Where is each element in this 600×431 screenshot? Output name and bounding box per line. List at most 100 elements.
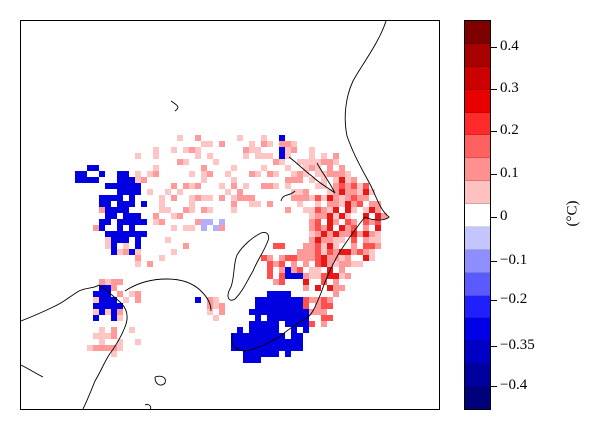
grid-cell xyxy=(255,201,261,207)
grid-cell xyxy=(321,159,327,165)
grid-cell xyxy=(105,285,111,291)
grid-cell xyxy=(117,309,123,315)
grid-cell xyxy=(183,147,189,153)
grid-cell xyxy=(291,309,297,315)
grid-cell xyxy=(213,159,219,165)
colorbar-tick xyxy=(491,261,497,262)
grid-cell xyxy=(147,171,153,177)
grid-cell xyxy=(309,195,315,201)
grid-cell xyxy=(273,291,279,297)
coastline xyxy=(344,21,390,221)
grid-cell xyxy=(201,219,207,225)
grid-cell xyxy=(327,201,333,207)
grid-cell xyxy=(237,333,243,339)
grid-cell xyxy=(255,345,261,351)
grid-cell xyxy=(111,183,117,189)
grid-cell xyxy=(357,201,363,207)
grid-cell xyxy=(93,315,99,321)
grid-cell xyxy=(153,213,159,219)
grid-cell xyxy=(297,267,303,273)
grid-cell xyxy=(309,159,315,165)
grid-cell xyxy=(255,315,261,321)
grid-cell xyxy=(285,297,291,303)
grid-cell-layer xyxy=(75,135,387,363)
grid-cell xyxy=(327,207,333,213)
grid-cell xyxy=(243,183,249,189)
grid-cell xyxy=(231,195,237,201)
colorbar-swatch xyxy=(465,43,490,67)
grid-cell xyxy=(105,297,111,303)
grid-cell xyxy=(279,261,285,267)
grid-cell xyxy=(363,183,369,189)
grid-cell xyxy=(105,195,111,201)
grid-cell xyxy=(291,303,297,309)
grid-cell xyxy=(99,327,105,333)
grid-cell xyxy=(189,201,195,207)
grid-cell xyxy=(303,159,309,165)
grid-cell xyxy=(279,315,285,321)
grid-cell xyxy=(333,177,339,183)
grid-cell xyxy=(345,189,351,195)
grid-cell xyxy=(195,183,201,189)
grid-cell xyxy=(249,357,255,363)
grid-cell xyxy=(273,309,279,315)
grid-cell xyxy=(327,231,333,237)
colorbar-tick xyxy=(491,47,497,48)
grid-cell xyxy=(297,321,303,327)
grid-cell xyxy=(309,297,315,303)
grid-cell xyxy=(285,267,291,273)
grid-cell xyxy=(201,141,207,147)
grid-cell xyxy=(279,297,285,303)
grid-cell xyxy=(243,147,249,153)
grid-cell xyxy=(333,195,339,201)
grid-cell xyxy=(105,231,111,237)
coastline xyxy=(307,216,366,318)
grid-cell xyxy=(261,303,267,309)
grid-cell xyxy=(273,171,279,177)
grid-cell xyxy=(351,183,357,189)
grid-cell xyxy=(357,261,363,267)
colorbar-swatch xyxy=(465,181,490,204)
grid-cell xyxy=(135,231,141,237)
colorbar-tick xyxy=(491,386,497,387)
grid-cell xyxy=(105,183,111,189)
grid-cell xyxy=(321,303,327,309)
grid-cell xyxy=(351,225,357,231)
grid-cell xyxy=(117,291,123,297)
grid-cell xyxy=(99,333,105,339)
grid-cell xyxy=(129,249,135,255)
grid-cell xyxy=(231,177,237,183)
grid-cell xyxy=(375,225,381,231)
grid-cell xyxy=(123,249,129,255)
grid-cell xyxy=(135,189,141,195)
grid-cell xyxy=(297,177,303,183)
grid-cell xyxy=(315,267,321,273)
grid-cell xyxy=(153,171,159,177)
grid-cell xyxy=(129,327,135,333)
grid-cell xyxy=(297,189,303,195)
grid-cell xyxy=(105,243,111,249)
grid-cell xyxy=(303,189,309,195)
grid-cell xyxy=(111,327,117,333)
grid-cell xyxy=(123,183,129,189)
grid-cell xyxy=(99,303,105,309)
grid-cell xyxy=(309,165,315,171)
grid-cell xyxy=(177,213,183,219)
grid-cell xyxy=(111,195,117,201)
coastline xyxy=(231,316,309,352)
grid-cell xyxy=(237,189,243,195)
grid-cell xyxy=(303,327,309,333)
grid-cell xyxy=(219,183,225,189)
grid-cell xyxy=(219,219,225,225)
grid-cell xyxy=(339,267,345,273)
grid-cell xyxy=(285,303,291,309)
grid-cell xyxy=(315,195,321,201)
grid-cell xyxy=(201,225,207,231)
grid-cell xyxy=(345,213,351,219)
grid-cell xyxy=(369,243,375,249)
grid-cell xyxy=(105,345,111,351)
grid-cell xyxy=(321,213,327,219)
grid-cell xyxy=(249,201,255,207)
grid-cell xyxy=(297,303,303,309)
grid-cell xyxy=(267,267,273,273)
